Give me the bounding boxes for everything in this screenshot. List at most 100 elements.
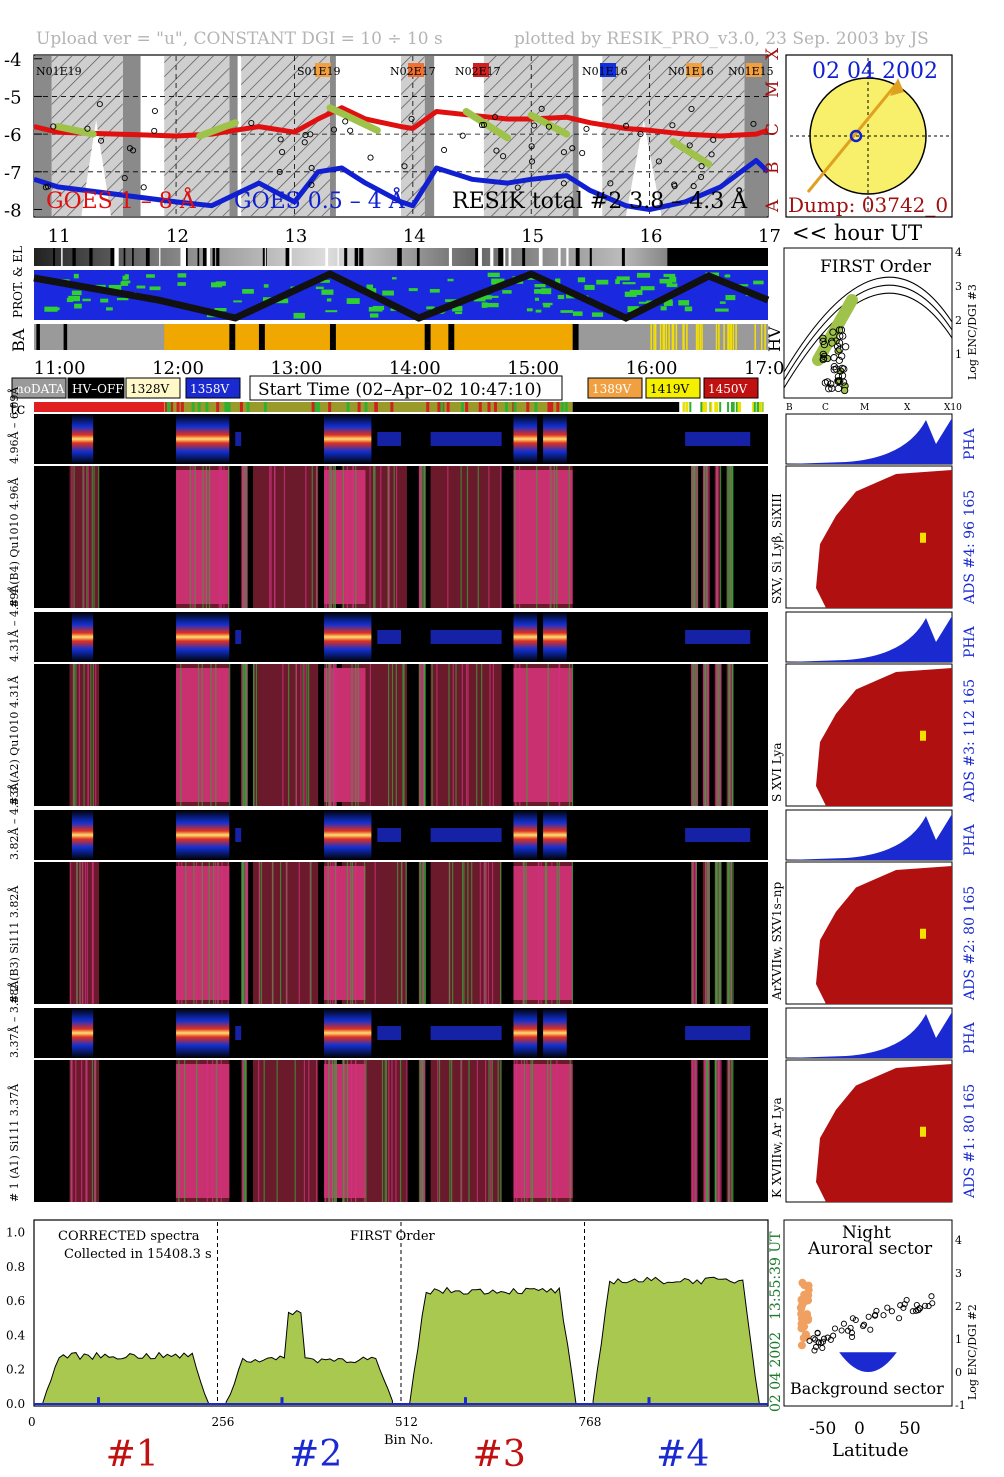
resik-segment bbox=[527, 111, 571, 138]
tc-tick bbox=[556, 402, 560, 412]
pha-faint bbox=[235, 432, 242, 446]
resik-point bbox=[655, 158, 662, 165]
spectrogram-line bbox=[402, 664, 404, 806]
spectrogram-line bbox=[488, 1060, 490, 1202]
spectrogram-line bbox=[194, 466, 196, 608]
pha-faint bbox=[235, 828, 242, 842]
strip-tick bbox=[185, 248, 188, 266]
prot-patch bbox=[445, 299, 459, 302]
gray-band bbox=[424, 56, 435, 216]
ba-yellow-tick bbox=[682, 324, 684, 350]
spectrogram-line bbox=[84, 862, 87, 1004]
time-label: 14:00 bbox=[389, 358, 441, 379]
spectrogram-line bbox=[706, 466, 709, 608]
status-strips: PROT. & EL BA HV bbox=[9, 246, 784, 352]
spectrogram-line bbox=[726, 466, 728, 608]
spectrogram-line bbox=[556, 1060, 558, 1202]
latitude-point bbox=[872, 1311, 879, 1318]
spectrogram-line bbox=[708, 664, 710, 806]
strip-tick bbox=[207, 248, 210, 266]
resik-point bbox=[478, 122, 486, 129]
spectrogram-line bbox=[550, 466, 552, 608]
spectrogram-line bbox=[703, 664, 706, 806]
spectrogram-line bbox=[346, 1060, 349, 1202]
resik-point bbox=[491, 113, 499, 121]
strip-dark bbox=[667, 248, 768, 266]
dump-label: Dump: 03742_0 bbox=[788, 193, 948, 217]
resik-point bbox=[545, 123, 552, 130]
prot-patch bbox=[719, 301, 726, 304]
first-order-y-tick: 4 bbox=[955, 246, 962, 259]
section-label: #2 bbox=[289, 1434, 342, 1475]
spectrogram-line bbox=[460, 466, 462, 608]
auroral-point bbox=[800, 1290, 809, 1299]
resik-point bbox=[579, 150, 586, 157]
ads-label: ADS #1: 80 165 bbox=[962, 1084, 978, 1199]
spectrogram-line bbox=[526, 664, 528, 806]
spectrogram-line bbox=[351, 664, 353, 806]
tc-tick bbox=[191, 402, 195, 412]
spectrogram-line bbox=[491, 1060, 493, 1202]
strip-tick bbox=[508, 248, 512, 266]
prot-patch bbox=[541, 288, 552, 295]
ba-yellow-tick bbox=[662, 324, 664, 350]
pha-band bbox=[543, 1008, 567, 1058]
spectrogram-line bbox=[184, 1060, 186, 1202]
spectrogram-line bbox=[452, 862, 454, 1004]
first-order-y-tick: 3 bbox=[955, 280, 962, 293]
pha-word: PHA bbox=[962, 427, 978, 460]
resik-point bbox=[528, 143, 535, 150]
spectrogram-line bbox=[263, 1060, 265, 1202]
spectrogram-line bbox=[461, 1060, 463, 1202]
spectrogram-line bbox=[346, 466, 348, 608]
prot-patch bbox=[233, 300, 242, 303]
prot-patch bbox=[346, 298, 360, 304]
spectrum-x-tick: 256 bbox=[212, 1415, 235, 1429]
spectrogram-line bbox=[219, 466, 221, 608]
spectrogram-line bbox=[227, 466, 230, 608]
spectrogram-line bbox=[550, 1060, 552, 1202]
ads-label: ADS #2: 80 165 bbox=[962, 886, 978, 1001]
spectrogram-line bbox=[732, 1060, 734, 1202]
spectrogram-line bbox=[696, 1060, 698, 1202]
strip-tick bbox=[475, 248, 479, 266]
time-label: 13:00 bbox=[270, 358, 322, 379]
spectrum-section-#2 bbox=[225, 1309, 393, 1405]
spectrogram-line bbox=[400, 862, 403, 1004]
spectrogram-line bbox=[330, 466, 332, 608]
spectrogram-line bbox=[730, 862, 732, 1004]
spectrogram-line bbox=[422, 1060, 425, 1202]
spectrogram-line bbox=[215, 862, 217, 1004]
spectrogram-line bbox=[71, 1060, 73, 1202]
spectrogram-line bbox=[255, 664, 258, 806]
strip-tick bbox=[53, 248, 55, 266]
ba-yellow-tick bbox=[732, 324, 735, 350]
ads-lines: ArXVIIw, SXV1s–np bbox=[770, 881, 784, 1001]
spectrogram-line bbox=[83, 664, 85, 806]
resik-segment bbox=[326, 104, 381, 134]
ads-label: ADS #4: 96 165 bbox=[962, 490, 978, 605]
ba-yellow-tick bbox=[701, 324, 703, 350]
spectrogram-line bbox=[355, 862, 357, 1004]
strip-tick bbox=[498, 248, 502, 266]
pha-band bbox=[543, 612, 567, 662]
latitude-point bbox=[896, 1315, 903, 1322]
spectrogram-line bbox=[181, 862, 183, 1004]
tc-tick bbox=[705, 402, 708, 412]
tc-tick bbox=[197, 402, 201, 412]
spectrum-note-1: CORRECTED spectra bbox=[58, 1229, 200, 1244]
ba-gap bbox=[36, 324, 40, 350]
spectrogram-line bbox=[242, 1060, 245, 1202]
spectrogram-line bbox=[720, 862, 722, 1004]
prot-patch bbox=[624, 291, 637, 297]
latitude-point bbox=[928, 1293, 935, 1300]
strip-tick bbox=[359, 248, 363, 266]
spectrum-y-tick: 1.0 bbox=[6, 1226, 25, 1240]
tc-tick bbox=[686, 402, 689, 412]
legend-swatch bbox=[67, 377, 125, 399]
hour-tick: 11 bbox=[48, 226, 71, 247]
spectrogram-line bbox=[403, 664, 405, 806]
ba-yellow-tick bbox=[654, 324, 657, 350]
spectrogram-line bbox=[420, 664, 422, 806]
spectrogram-line bbox=[438, 1060, 441, 1202]
